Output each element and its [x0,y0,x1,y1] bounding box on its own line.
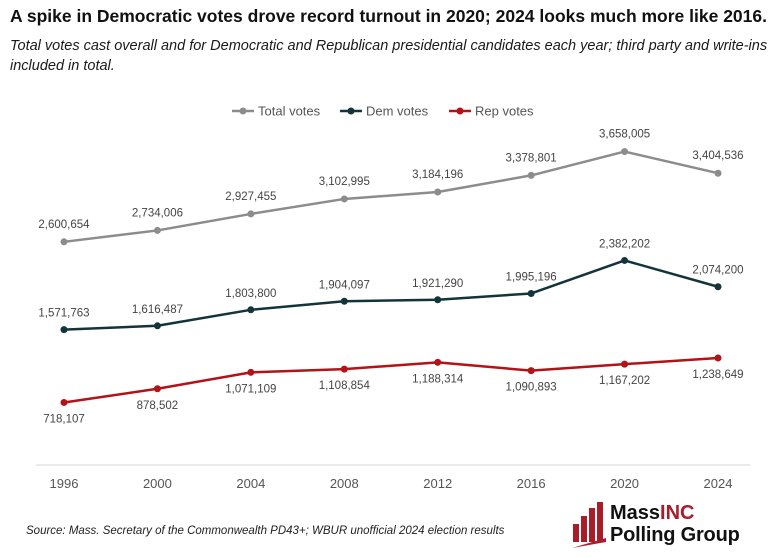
data-label: 1,071,109 [225,383,276,395]
data-label: 1,188,314 [412,373,464,385]
data-label: 1,921,290 [412,278,463,290]
series-line [63,150,719,244]
x-tick-label: 2020 [610,476,639,491]
data-point [340,365,348,373]
data-point [714,169,722,177]
data-label: 718,107 [43,413,85,425]
x-tick-label: 2012 [423,476,452,491]
data-point [714,354,722,362]
data-label: 1,238,649 [692,369,743,381]
data-label: 3,404,536 [692,150,743,162]
data-label: 3,658,005 [599,129,650,141]
data-point [527,171,535,179]
data-point [621,360,629,368]
data-label: 3,102,995 [319,176,370,188]
data-point [247,368,255,376]
data-label: 1,904,097 [319,279,370,291]
data-label: 1,167,202 [599,375,650,387]
line-chart: 1996 2000 2004 2008 2012 2016 2020 2024 Total vo… [36,104,750,491]
data-label: 3,378,801 [506,152,557,164]
logo-bar [589,508,595,542]
data-label: 1,090,893 [506,382,557,394]
x-tick-label: 2024 [704,476,733,491]
data-point [434,188,442,196]
data-point [340,195,348,203]
data-label: 2,927,455 [225,191,276,203]
data-label: 2,074,200 [692,265,743,277]
data-point [60,398,68,406]
logo-swoosh [572,538,606,548]
data-label: 2,382,202 [599,238,650,250]
data-label: 1,803,800 [225,288,276,300]
logo-inc: INC [660,502,695,524]
series-line [63,259,719,331]
data-point [153,385,161,393]
data-point [60,326,68,334]
data-point [60,238,68,246]
data-label: 878,502 [137,400,179,412]
logo-bar [597,502,603,542]
data-label: 2,600,654 [38,219,90,231]
data-label: 1,108,854 [319,380,371,392]
x-tick-label: 2016 [517,476,546,491]
chart-subtitle: Total votes cast overall and for Democra… [10,38,768,74]
chart-title: A spike in Democratic votes drove record… [10,6,767,26]
legend-label: Total votes [258,104,321,119]
data-point [621,148,629,156]
logo-text-line1: MassINC [610,502,694,524]
legend-label: Dem votes [366,104,429,119]
data-point [527,289,535,297]
data-label: 1,571,763 [38,308,89,320]
data-point [714,283,722,291]
data-point [434,358,442,366]
x-tick-label: 2000 [143,476,172,491]
logo-bar [573,524,579,542]
series-line [63,356,719,404]
data-point [153,226,161,234]
data-point [247,210,255,218]
logo-mass: Mass [610,502,661,524]
data-label: 1,616,487 [132,304,183,316]
data-point [340,297,348,305]
x-tick-label: 2004 [236,476,265,491]
x-tick-label: 1996 [50,476,79,491]
data-label: 1,995,196 [506,271,557,283]
data-point [621,256,629,264]
data-label: 3,184,196 [412,169,463,181]
logo-bar [581,516,587,542]
data-point [247,306,255,314]
data-point [527,367,535,375]
source-note: Source: Mass. Secretary of the Commonwea… [26,525,505,537]
data-label: 2,734,006 [132,207,183,219]
legend-marker [456,107,464,115]
legend-marker [347,107,355,115]
data-point [434,296,442,304]
legend-label: Rep votes [475,104,534,119]
data-point [153,322,161,330]
logo-bars-icon [572,502,606,548]
massinc-logo: MassINC Polling Group [572,500,772,552]
logo-text-line2: Polling Group [610,524,740,546]
legend-marker [239,107,247,115]
x-tick-label: 2008 [330,476,359,491]
